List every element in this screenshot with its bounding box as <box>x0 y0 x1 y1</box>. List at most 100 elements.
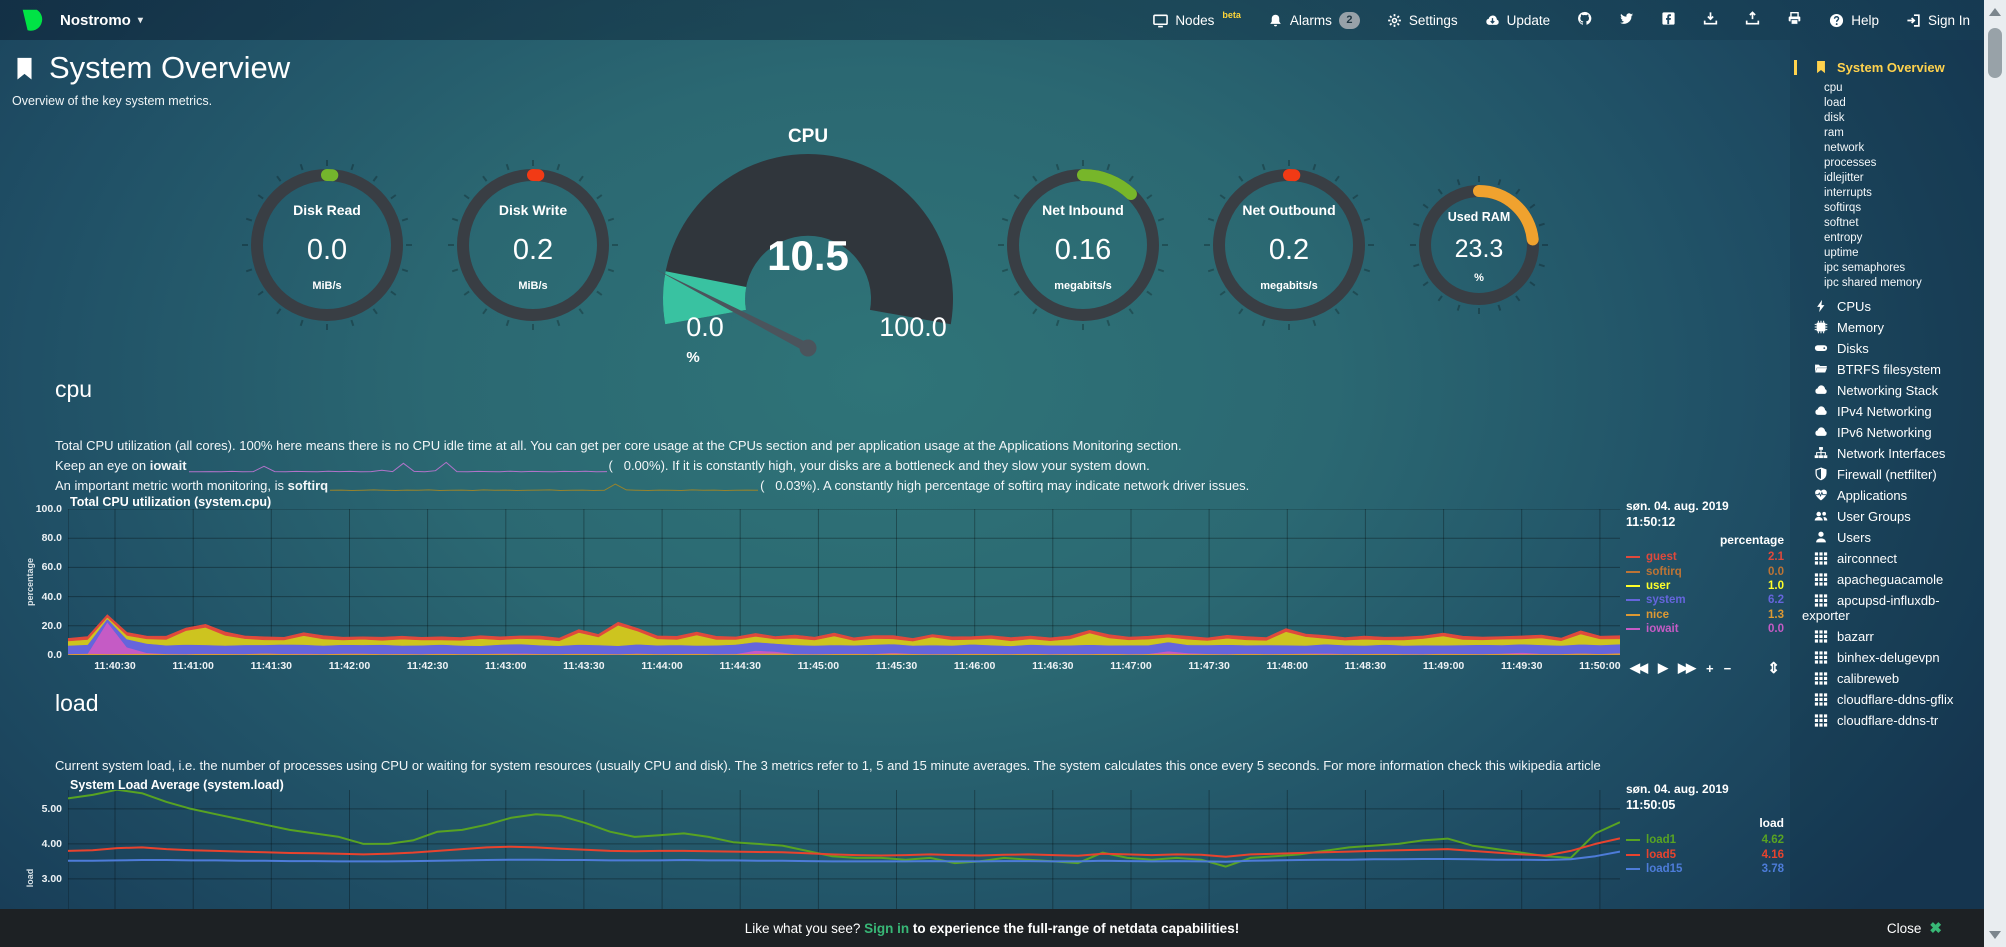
netdata-logo-icon[interactable] <box>20 7 46 33</box>
chart-plot-area[interactable] <box>68 509 1620 655</box>
y-tick-label: 5.00 <box>41 802 62 815</box>
bolt-icon <box>1814 299 1828 313</box>
sidebar-item-binhex-delugevpn[interactable]: binhex-delugevpn <box>1796 650 1980 665</box>
sidebar-item-network-interfaces[interactable]: Network Interfaces <box>1796 446 1980 461</box>
legend-row-softirq[interactable]: softirq 0.0 <box>1626 564 1784 578</box>
sidebar-item-apcupsd-influxdb-exporter[interactable]: apcupsd-influxdb-exporter <box>1796 593 1980 623</box>
sidebar-item-airconnect[interactable]: airconnect <box>1796 551 1980 566</box>
sidebar-subitem-disk[interactable]: disk <box>1824 112 1845 124</box>
sidebar-item-system-overview[interactable]: System Overview <box>1794 60 1980 75</box>
sidebar-item-networking-stack[interactable]: Networking Stack <box>1796 383 1980 398</box>
legend-row-iowait[interactable]: iowait 0.0 <box>1626 622 1784 636</box>
sidebar-item-cloudflare-ddns-gflix[interactable]: cloudflare-ddns-gflix <box>1796 692 1980 707</box>
chart-resize-handle[interactable]: ⇕ <box>1767 660 1780 677</box>
close-banner-button[interactable]: Close ✖ <box>1887 919 1942 937</box>
sidebar-item-user-groups[interactable]: User Groups <box>1796 509 1980 524</box>
sidebar-item-disks[interactable]: Disks <box>1796 341 1980 356</box>
x-tick-label: 11:41:30 <box>250 660 293 672</box>
sidebar-item-cpus[interactable]: CPUs <box>1796 299 1980 314</box>
x-tick-label: 11:42:00 <box>328 660 371 672</box>
settings-button[interactable]: Settings <box>1387 13 1458 28</box>
sidebar-item-apacheguacamole[interactable]: apacheguacamole <box>1796 572 1980 587</box>
sidebar-subitem-ram[interactable]: ram <box>1824 127 1844 139</box>
chart-play-button[interactable]: ▶ <box>1658 660 1668 675</box>
legend-row-load1[interactable]: load1 4.62 <box>1626 833 1784 847</box>
svg-text:10.5: 10.5 <box>767 232 849 279</box>
legend-swatch <box>1626 584 1640 587</box>
legend-row-load15[interactable]: load15 3.78 <box>1626 862 1784 876</box>
scroll-down-arrow-icon[interactable] <box>1989 931 2001 939</box>
sidebar-subitem-uptime[interactable]: uptime <box>1824 247 1859 259</box>
load-description: Current system load, i.e. the number of … <box>55 756 1695 776</box>
sidebar-item-memory[interactable]: Memory <box>1796 320 1980 335</box>
chart-zoom-in-button[interactable]: + <box>1706 660 1713 676</box>
gauge-used-ram[interactable]: Used RAM 23.3% <box>1409 175 1549 315</box>
gauge-disk-read[interactable]: Disk Read 0.0 MiB/s <box>241 159 413 331</box>
x-tick-label: 11:47:00 <box>1110 660 1152 672</box>
hostname-dropdown[interactable]: Nostromo ▾ <box>60 12 143 29</box>
page-subtitle: Overview of the key system metrics. <box>12 94 213 108</box>
beta-badge: beta <box>1222 10 1241 20</box>
export-button[interactable] <box>1745 11 1760 29</box>
sidebar-subitem-ipc-shared-memory[interactable]: ipc shared memory <box>1824 277 1922 289</box>
cpu-desc-line1: Total CPU utilization (all cores). 100% … <box>55 438 1182 453</box>
sidebar-subitem-network[interactable]: network <box>1824 142 1865 154</box>
sidebar-subitem-processes[interactable]: processes <box>1824 157 1877 169</box>
chart-skip-forward-button[interactable]: ▶▶ <box>1678 660 1696 675</box>
sidebar-subitem-softirqs[interactable]: softirqs <box>1824 202 1862 214</box>
footer-signin-link[interactable]: Sign in <box>864 920 910 936</box>
cpu-gauge[interactable]: CPU 10.5 0.0 100.0% <box>653 126 963 364</box>
user-icon <box>1814 530 1828 544</box>
chart-zoom-out-button[interactable]: − <box>1723 660 1731 676</box>
legend-swatch <box>1626 556 1640 559</box>
legend-row-nice[interactable]: nice 1.3 <box>1626 608 1784 622</box>
sidebar-subitem-cpu[interactable]: cpu <box>1824 82 1843 94</box>
sidebar-item-firewall-netfilter-[interactable]: Firewall (netfilter) <box>1796 467 1980 482</box>
page-scrollbar[interactable] <box>1984 0 2006 947</box>
help-button[interactable]: Help <box>1829 13 1879 28</box>
scroll-up-arrow-icon[interactable] <box>1989 8 2001 16</box>
sidebar-subitem-load[interactable]: load <box>1824 97 1846 109</box>
gauge-net-outbound[interactable]: Net Outbound 0.2 megabits/s <box>1203 159 1375 331</box>
top-navbar: Nostromo ▾ Nodes beta Alarms 2 Settings … <box>0 0 1984 40</box>
sidebar-item-cloudflare-ddns-tr[interactable]: cloudflare-ddns-tr <box>1796 713 1980 728</box>
sidebar-item-bazarr[interactable]: bazarr <box>1796 629 1980 644</box>
sidebar-item-label: CPUs <box>1837 299 1871 314</box>
chart-toolbar: ◀◀ ▶ ▶▶ + − ⇕ <box>1630 659 1780 677</box>
scrollbar-thumb[interactable] <box>1988 28 2002 78</box>
chart-skip-back-button[interactable]: ◀◀ <box>1630 660 1648 675</box>
facebook-button[interactable] <box>1661 11 1676 29</box>
sidebar-subitem-entropy[interactable]: entropy <box>1824 232 1863 244</box>
github-button[interactable] <box>1577 11 1592 29</box>
alarms-button[interactable]: Alarms 2 <box>1268 11 1360 29</box>
legend-row-system[interactable]: system 6.2 <box>1626 593 1784 607</box>
sidebar-item-users[interactable]: Users <box>1796 530 1980 545</box>
sidebar-subitem-interrupts[interactable]: interrupts <box>1824 187 1872 199</box>
cpu-gauge-dial: 10.5 0.0 100.0% <box>653 148 963 364</box>
twitter-button[interactable] <box>1619 11 1634 29</box>
nodes-button[interactable]: Nodes beta <box>1153 10 1241 28</box>
legend-row-user[interactable]: user 1.0 <box>1626 579 1784 593</box>
github-icon <box>1577 11 1592 26</box>
sidebar-subitem-ipc-semaphores[interactable]: ipc semaphores <box>1824 262 1906 274</box>
wikipedia-link[interactable]: this wikipedia article <box>1485 758 1601 773</box>
alarms-label: Alarms <box>1289 12 1332 28</box>
print-button[interactable] <box>1787 11 1802 29</box>
sidebar-item-btrfs-filesystem[interactable]: BTRFS filesystem <box>1796 362 1980 377</box>
legend-row-load5[interactable]: load5 4.16 <box>1626 847 1784 861</box>
sidebar-subitem-softnet[interactable]: softnet <box>1824 217 1859 229</box>
sidebar-subitem-idlejitter[interactable]: idlejitter <box>1824 172 1864 184</box>
sidebar-item-label: BTRFS filesystem <box>1837 362 1942 377</box>
sidebar-item-ipv6-networking[interactable]: IPv6 Networking <box>1796 425 1980 440</box>
import-button[interactable] <box>1703 11 1718 29</box>
update-button[interactable]: Update <box>1485 13 1550 28</box>
sidebar-item-applications[interactable]: Applications <box>1796 488 1980 503</box>
sidebar-item-ipv4-networking[interactable]: IPv4 Networking <box>1796 404 1980 419</box>
chart-plot-area[interactable] <box>68 790 1620 947</box>
gauge-net-inbound[interactable]: Net Inbound 0.16 megabits/s <box>997 159 1169 331</box>
signin-label: Sign In <box>1927 12 1970 28</box>
sidebar-item-calibreweb[interactable]: calibreweb <box>1796 671 1980 686</box>
signin-button[interactable]: Sign In <box>1906 13 1970 28</box>
gauge-disk-write[interactable]: Disk Write 0.2 MiB/s <box>447 159 619 331</box>
legend-row-guest[interactable]: guest 2.1 <box>1626 550 1784 564</box>
